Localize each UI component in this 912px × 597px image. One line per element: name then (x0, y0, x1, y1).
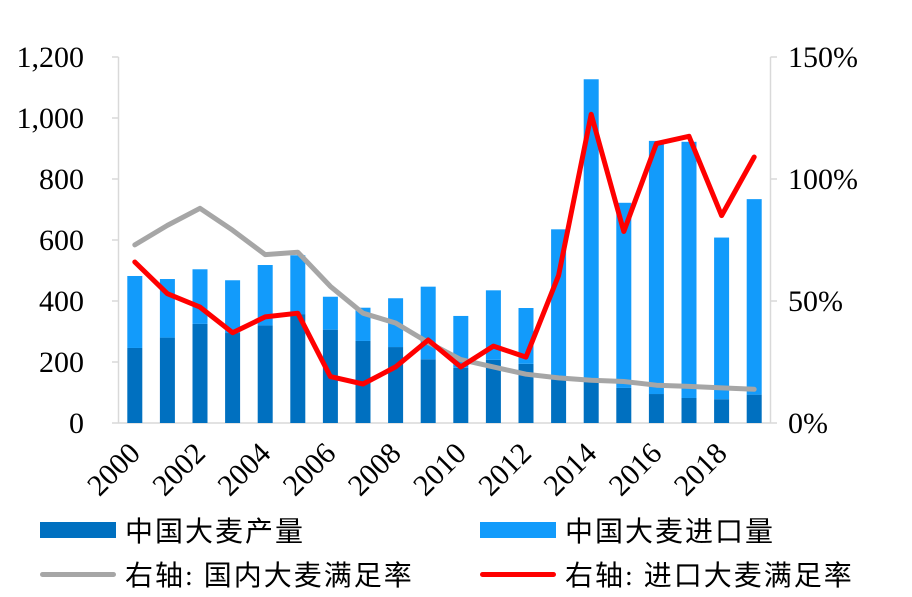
production-bar (551, 376, 567, 423)
x-axis-tick-label: 2006 (277, 437, 343, 503)
x-axis-tick-label: 2000 (81, 437, 147, 503)
right-axis-tick-label: 100% (788, 163, 858, 196)
imports-bar (127, 275, 143, 348)
left-axis-tick-label: 800 (39, 163, 84, 196)
imports-bar (257, 265, 273, 326)
production-bar (648, 394, 664, 423)
production-bar (257, 325, 273, 423)
legend-label-domestic-rate: 右轴: 国内大麦满足率 (125, 561, 414, 592)
imports-bar (225, 280, 241, 334)
legend-item-domestic-rate: 右轴: 国内大麦满足率 (40, 557, 414, 592)
production-bar (485, 359, 501, 423)
imports-bar (420, 286, 436, 360)
import-rate-line-swatch (480, 571, 556, 577)
imports-bar (290, 255, 306, 315)
legend-item-imports: 中国大麦进口量 (480, 513, 776, 548)
production-bar (388, 347, 404, 423)
imports-bar (714, 237, 730, 400)
production-bar (453, 367, 469, 423)
left-axis-tick-label: 1,200 (17, 41, 85, 74)
production-bar (583, 380, 599, 423)
legend-item-production: 中国大麦产量 (40, 513, 306, 548)
legend-item-import-rate: 右轴: 进口大麦满足率 (480, 557, 854, 592)
left-axis-tick-label: 1,000 (17, 102, 85, 135)
domestic-rate-line-swatch (40, 571, 116, 577)
production-bar (159, 337, 175, 423)
x-axis-tick-label: 2018 (668, 437, 734, 503)
imports-bar-swatch (480, 522, 556, 538)
legend-label-production: 中国大麦产量 (125, 517, 306, 548)
legend-label-import-rate: 右轴: 进口大麦满足率 (565, 561, 854, 592)
left-axis-tick-label: 400 (39, 285, 84, 318)
production-bar (714, 399, 730, 423)
production-bar-swatch (40, 522, 116, 538)
x-axis-tick-label: 2008 (342, 437, 408, 503)
imports-bar (681, 141, 697, 398)
x-axis-tick-label: 2016 (603, 437, 669, 503)
production-bar (681, 397, 697, 423)
left-axis-tick-label: 200 (39, 346, 84, 379)
production-bar (192, 323, 208, 423)
production-bar (746, 394, 762, 423)
right-axis-tick-label: 0% (788, 407, 828, 440)
imports-bar (192, 269, 208, 324)
right-axis-tick-label: 150% (788, 41, 858, 74)
imports-bar (648, 140, 664, 395)
left-axis-tick-label: 0 (69, 407, 84, 440)
imports-bar (746, 199, 762, 395)
imports-bar (322, 296, 338, 330)
production-bar (616, 387, 632, 423)
production-bar (518, 363, 534, 423)
legend-label-imports: 中国大麦进口量 (565, 517, 776, 548)
imports-bar (583, 79, 599, 381)
production-bar (420, 359, 436, 423)
import-rate-line (132, 111, 757, 387)
x-axis-tick-label: 2012 (472, 437, 538, 503)
x-axis-tick-label: 2004 (211, 437, 277, 503)
x-axis-tick-label: 2010 (407, 437, 473, 503)
imports-bar (485, 290, 501, 360)
production-bar (127, 347, 143, 423)
right-axis-tick-label: 50% (788, 285, 843, 318)
x-axis-tick-label: 2014 (537, 437, 603, 503)
production-bar (225, 333, 241, 423)
imports-bar (616, 202, 632, 388)
left-axis-tick-label: 600 (39, 224, 84, 257)
x-axis-tick-label: 2002 (146, 437, 212, 503)
production-bar (290, 314, 306, 423)
